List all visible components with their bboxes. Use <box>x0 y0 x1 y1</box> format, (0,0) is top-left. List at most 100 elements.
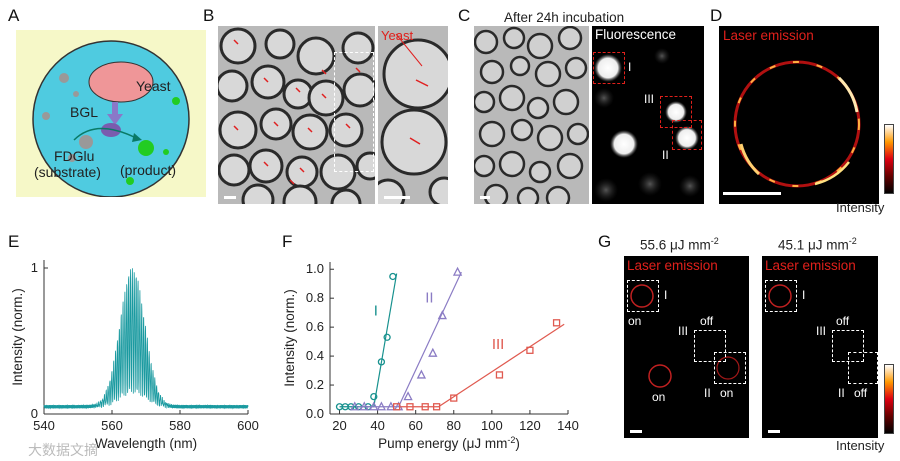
droplet-field-b <box>218 27 375 204</box>
f-point-III <box>526 346 534 354</box>
f-point-III <box>552 319 561 327</box>
f-point-II <box>386 401 396 411</box>
droplet-field-c <box>474 26 589 204</box>
g-left-exp: -2 <box>710 236 719 246</box>
f-y-tick-label: 0.6 <box>306 319 324 334</box>
panel-g-right: Laser emission I III off II off <box>762 256 878 438</box>
panel-b-zoom: Yeast <box>378 26 448 204</box>
f-series-label-I: I <box>374 303 378 320</box>
colorbar-g <box>884 364 894 434</box>
f-x-tick-label: 120 <box>519 418 541 433</box>
yeast-label: Yeast <box>136 78 171 94</box>
panel-letter-a: A <box>8 6 20 25</box>
f-point-II <box>369 401 379 411</box>
f-point-I <box>383 333 391 341</box>
panel-b-micrograph <box>218 26 375 204</box>
f-x-tick-label: 100 <box>481 418 503 433</box>
g-left-rings <box>630 284 740 388</box>
panel-c-brightfield <box>474 26 589 204</box>
product-dot <box>138 140 154 156</box>
fluorescence-field <box>594 48 701 202</box>
g-right-label-off1: off <box>836 314 850 328</box>
marker-box-1 <box>593 52 625 84</box>
f-point-III <box>392 403 401 411</box>
panel-letter-d: D <box>710 6 723 25</box>
zoom-region-box <box>334 52 374 172</box>
marker-box-3 <box>660 96 692 128</box>
g-left-energy: 55.6 μJ mm <box>640 237 711 253</box>
f-x-label-end: ) <box>515 436 520 451</box>
g-left-box-2 <box>714 352 746 384</box>
f-point-II <box>350 401 360 411</box>
panel-g-left: Laser emission I on III off on II on <box>624 256 749 438</box>
g-right-exp: -2 <box>848 236 857 246</box>
f-y-tick-label: 0.0 <box>306 406 324 421</box>
g-left-box-3 <box>694 330 726 362</box>
g-left-label-on1: on <box>628 314 642 328</box>
scale-bar-b-zoom <box>384 196 410 199</box>
f-x-label-exp: -2 <box>507 435 515 445</box>
g-left-box-1 <box>627 280 659 312</box>
e-y-tick-label: 1 <box>31 260 38 275</box>
g-left-label-ii: II <box>704 386 711 400</box>
g-right-box-2 <box>848 352 878 384</box>
panel-letter-g: G <box>598 232 612 251</box>
marker-label-1: I <box>628 60 632 74</box>
g-right-label-iii: III <box>816 324 827 338</box>
e-x-tick-label: 560 <box>101 418 123 433</box>
e-y-tick-label: 0 <box>31 406 38 421</box>
fdglu-label: FDGlu <box>54 148 95 164</box>
scale-bar-g-left <box>630 430 642 433</box>
f-x-tick-label: 80 <box>447 418 461 433</box>
panel-c-fluorescence: Fluorescence I III II <box>592 26 704 204</box>
reaction-arrow <box>73 127 137 141</box>
panel-letter-c: C <box>458 6 471 25</box>
f-point-II <box>359 401 369 411</box>
panel-letter-f: F <box>282 232 293 251</box>
g-left-laser-label: Laser emission <box>627 258 718 273</box>
scale-bar-b <box>224 196 236 199</box>
f-point-I <box>370 392 378 401</box>
f-point-I <box>389 272 397 281</box>
f-point-II <box>416 369 427 379</box>
marker-box-2 <box>672 120 702 150</box>
e-y-label: Intensity (norm.) <box>10 288 25 386</box>
f-point-II <box>437 310 448 320</box>
g-right-energy: 45.1 μJ mm <box>778 237 849 253</box>
incubation-title: After 24h incubation <box>504 10 625 25</box>
g-left-label-off: off <box>700 314 714 328</box>
f-x-label: Pump energy (μJ mm-2) <box>378 435 520 451</box>
f-point-II <box>376 401 387 411</box>
e-x-tick-label: 540 <box>33 418 55 433</box>
f-y-tick-label: 0.2 <box>306 377 324 392</box>
f-fit-line-II <box>358 271 462 408</box>
intensity-label-g: Intensity <box>836 438 885 453</box>
e-x-label: Wavelength (nm) <box>95 436 197 451</box>
marker-label-3: III <box>644 92 655 106</box>
f-point-III <box>432 403 441 411</box>
g-right-box-1 <box>765 280 797 312</box>
f-point-II <box>452 266 463 276</box>
f-point-II <box>428 347 438 357</box>
f-point-III <box>495 371 504 379</box>
f-y-tick-label: 1.0 <box>306 261 324 276</box>
yeast-cell <box>88 61 154 103</box>
g-left-label-i: I <box>664 288 668 302</box>
f-point-III <box>450 394 458 402</box>
f-fit-line-III <box>400 323 565 408</box>
f-y-tick-label: 0.8 <box>306 290 324 305</box>
laser-ring <box>733 60 861 188</box>
bgl-arrow-shaft <box>112 102 118 116</box>
e-x-tick-label: 580 <box>169 418 191 433</box>
g-left-label-iii: III <box>678 324 689 338</box>
panel-letter-b: B <box>203 6 215 25</box>
bgl-label: BGL <box>70 104 99 120</box>
f-y-tick-label: 0.4 <box>306 348 324 363</box>
scale-bar-d <box>723 192 781 195</box>
watermark: 大数据文摘 <box>28 442 98 458</box>
g-left-title: 55.6 μJ mm-2 <box>640 236 719 253</box>
yeast-zoom-label: Yeast <box>381 28 414 43</box>
f-point-I <box>377 358 386 366</box>
f-x-label-main: Pump energy (μJ mm <box>378 436 507 451</box>
f-x-tick-label: 140 <box>557 418 579 433</box>
